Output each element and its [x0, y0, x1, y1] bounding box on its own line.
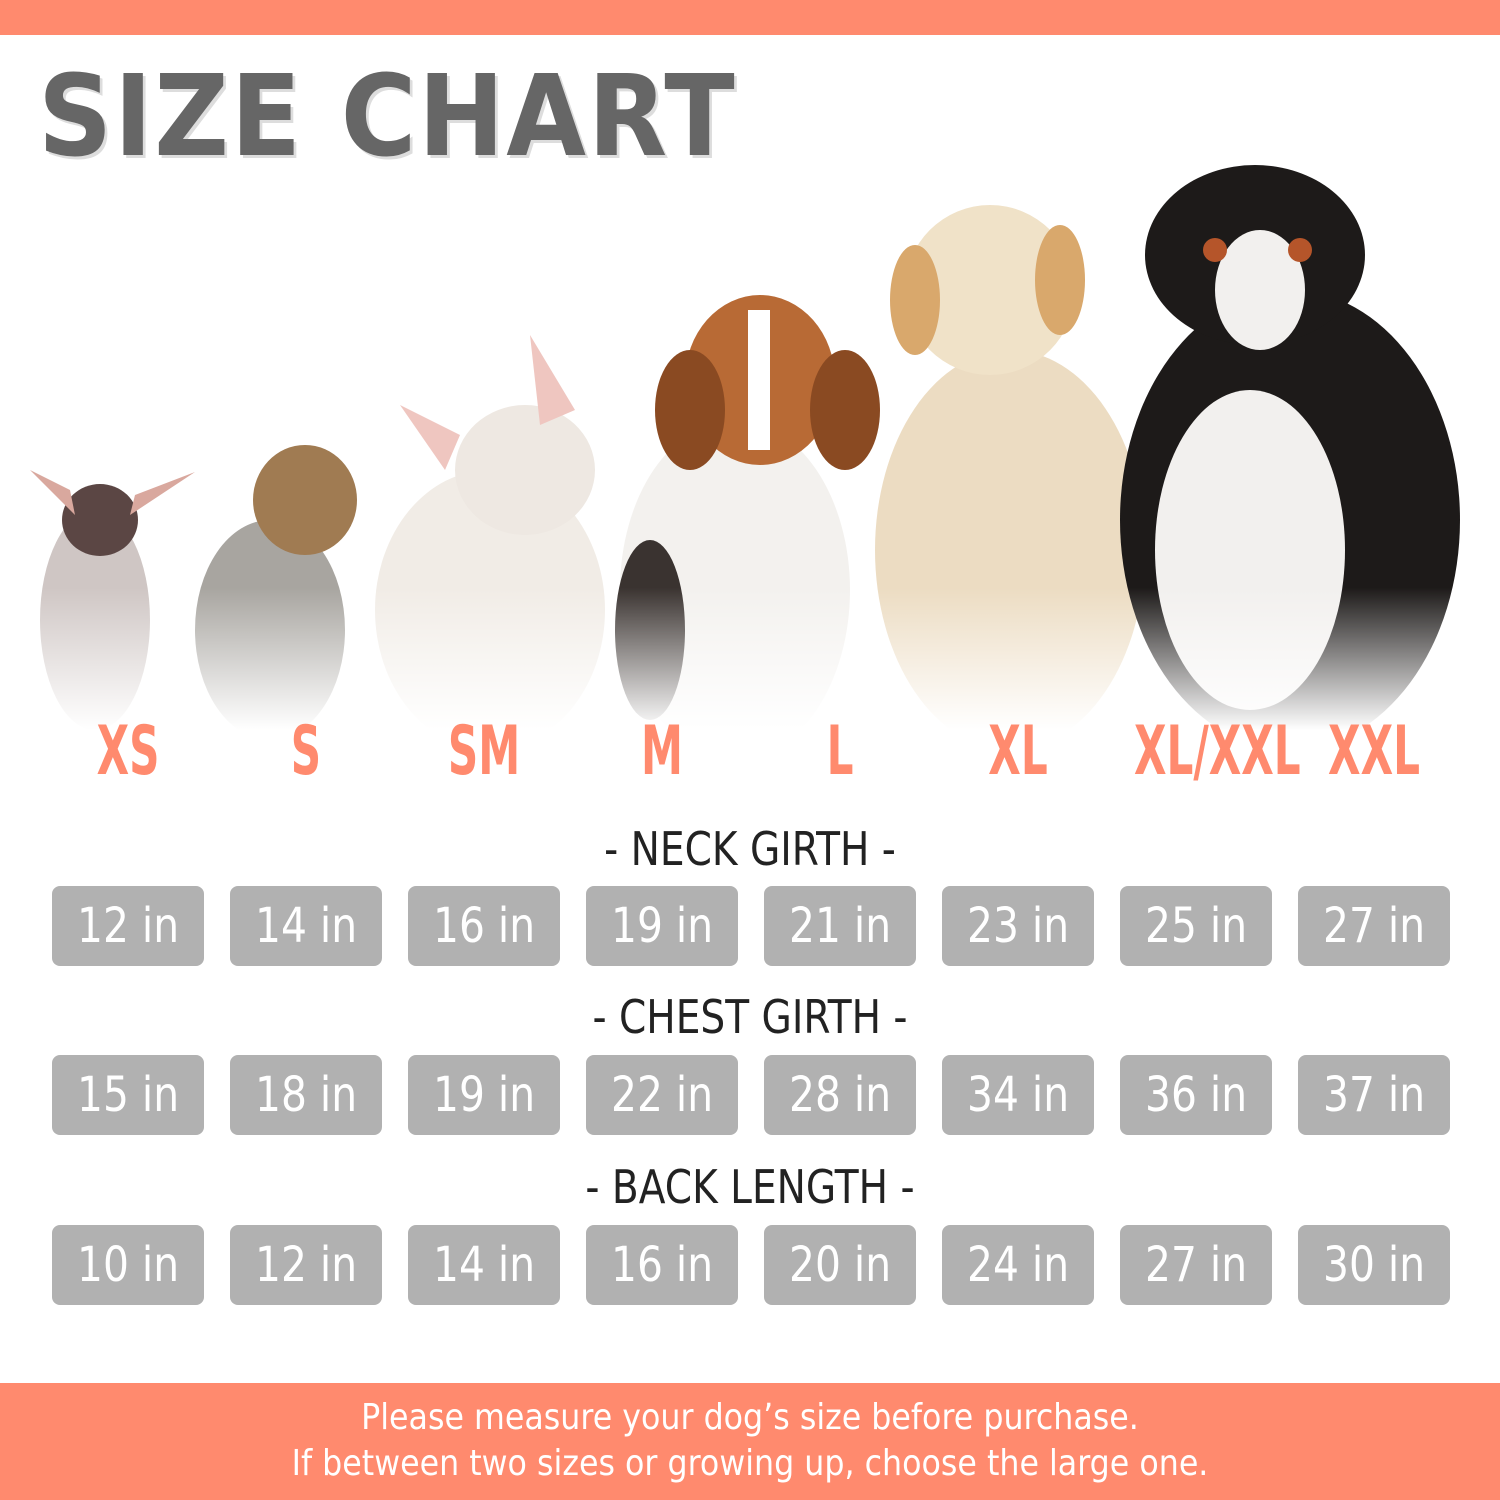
- measurement-cell: 12 in: [230, 1225, 382, 1305]
- measurement-cell: 20 in: [764, 1225, 916, 1305]
- measurement-cell: 18 in: [230, 1055, 382, 1135]
- measurement-cell: 14 in: [230, 886, 382, 966]
- measurement-cell: 21 in: [764, 886, 916, 966]
- measurement-value: 14 in: [254, 898, 358, 954]
- measurement-heading: - CHEST GIRTH -: [592, 990, 908, 1044]
- size-label: XL: [988, 712, 1048, 791]
- measurement-value: 25 in: [1144, 898, 1248, 954]
- measurement-value: 36 in: [1144, 1067, 1248, 1123]
- measurement-value: 14 in: [432, 1237, 536, 1293]
- measurement-value: 30 in: [1322, 1237, 1426, 1293]
- measurement-value: 23 in: [966, 898, 1070, 954]
- size-label: L: [826, 712, 854, 791]
- measurement-cell: 16 in: [408, 886, 560, 966]
- measurement-heading: - NECK GIRTH -: [604, 822, 896, 876]
- measurement-cell: 19 in: [408, 1055, 560, 1135]
- size-label: M: [641, 712, 683, 791]
- measurement-value: 16 in: [610, 1237, 714, 1293]
- measurement-value: 19 in: [432, 1067, 536, 1123]
- measurement-cell: 25 in: [1120, 886, 1272, 966]
- measurement-cell: 12 in: [52, 886, 204, 966]
- measurement-cell: 28 in: [764, 1055, 916, 1135]
- measurement-value: 19 in: [610, 898, 714, 954]
- measurement-value: 10 in: [76, 1237, 180, 1293]
- size-label: XS: [96, 712, 160, 791]
- measurement-cell: 24 in: [942, 1225, 1094, 1305]
- dogs-photo: [0, 160, 1500, 730]
- measurement-heading: - BACK LENGTH -: [585, 1160, 915, 1214]
- footer-line-1: Please measure your dog’s size before pu…: [361, 1397, 1139, 1438]
- measurement-row: 15 in 18 in 19 in 22 in 28 in 34 in 36 in 37 in: [0, 1055, 1500, 1135]
- measurement-value: 16 in: [432, 898, 536, 954]
- size-label: S: [290, 712, 322, 791]
- measurement-cell: 19 in: [586, 886, 738, 966]
- measurement-value: 12 in: [76, 898, 180, 954]
- size-label: XXL: [1328, 712, 1420, 791]
- measurement-cell: 36 in: [1120, 1055, 1272, 1135]
- measurement-cell: 27 in: [1120, 1225, 1272, 1305]
- measurement-cell: 30 in: [1298, 1225, 1450, 1305]
- measurement-value: 27 in: [1322, 898, 1426, 954]
- measurement-value: 20 in: [788, 1237, 892, 1293]
- measurement-value: 15 in: [76, 1067, 180, 1123]
- measurement-value: 18 in: [254, 1067, 358, 1123]
- measurement-value: 27 in: [1144, 1237, 1248, 1293]
- size-label: SM: [447, 712, 521, 791]
- measurement-row: 10 in 12 in 14 in 16 in 20 in 24 in 27 in 30 in: [0, 1225, 1500, 1305]
- measurement-cell: 10 in: [52, 1225, 204, 1305]
- measurement-cell: 16 in: [586, 1225, 738, 1305]
- measurement-value: 28 in: [788, 1067, 892, 1123]
- measurement-value: 34 in: [966, 1067, 1070, 1123]
- measurement-value: 37 in: [1322, 1067, 1426, 1123]
- measurement-cell: 34 in: [942, 1055, 1094, 1135]
- measurement-cell: 22 in: [586, 1055, 738, 1135]
- size-label: XL/XXL: [1134, 712, 1301, 791]
- footer-note: Please measure your dog’s size before pu…: [0, 1383, 1500, 1500]
- measurement-cell: 15 in: [52, 1055, 204, 1135]
- measurement-cell: 37 in: [1298, 1055, 1450, 1135]
- measurement-value: 22 in: [610, 1067, 714, 1123]
- measurement-row: 12 in 14 in 16 in 19 in 21 in 23 in 25 in 27 in: [0, 886, 1500, 966]
- measurement-value: 24 in: [966, 1237, 1070, 1293]
- measurement-cell: 23 in: [942, 886, 1094, 966]
- measurement-cell: 27 in: [1298, 886, 1450, 966]
- measurement-value: 12 in: [254, 1237, 358, 1293]
- measurement-value: 21 in: [788, 898, 892, 954]
- measurement-cell: 14 in: [408, 1225, 560, 1305]
- footer-line-2: If between two sizes or growing up, choo…: [291, 1443, 1209, 1484]
- top-band: [0, 0, 1500, 35]
